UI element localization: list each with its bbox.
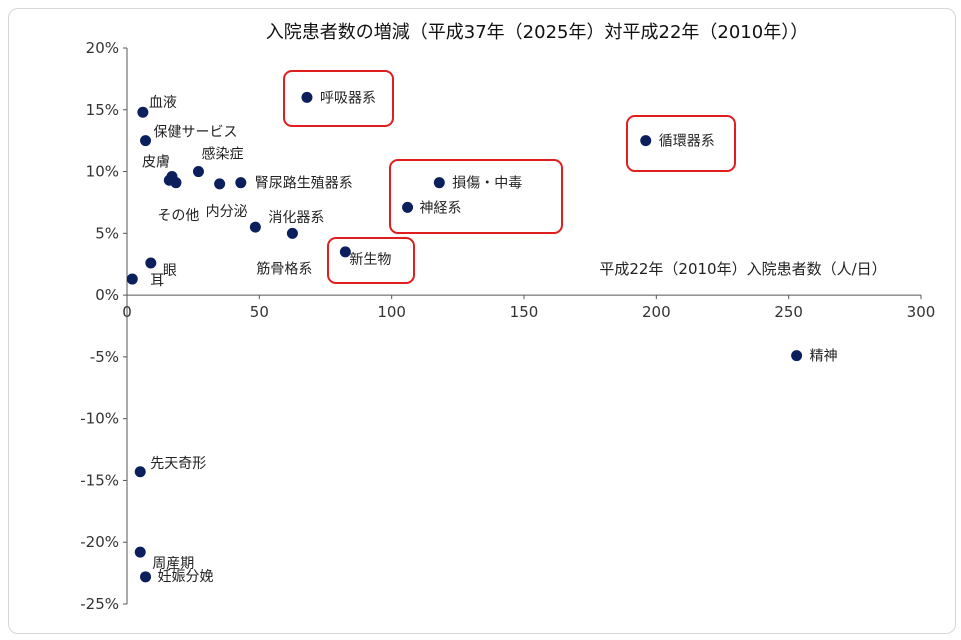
highlight-boxes — [283, 70, 736, 284]
point-label: 妊娠分娩 — [158, 569, 214, 585]
y-tick-label: 15% — [86, 101, 119, 119]
point-label: 保健サービス — [154, 125, 238, 141]
point-label: 消化器系 — [268, 210, 324, 226]
y-tick-label: 20% — [86, 39, 119, 57]
data-point — [433, 177, 445, 189]
data-point — [402, 201, 414, 213]
y-tick-label: 10% — [86, 163, 119, 181]
point-label: その他 — [157, 208, 199, 224]
point-label: 精神 — [810, 349, 838, 365]
highlight-box — [327, 237, 415, 284]
data-point — [301, 91, 313, 103]
highlight-box — [283, 70, 394, 127]
point-label: 筋骨格系 — [256, 260, 312, 277]
y-tick-label: 0% — [95, 286, 119, 304]
data-point — [214, 178, 226, 190]
point-label: 新生物 — [349, 252, 391, 268]
point-label: 感染症 — [201, 146, 243, 163]
point-label: 血液 — [149, 95, 177, 111]
y-tick-label: -20% — [80, 533, 119, 551]
data-point — [339, 246, 351, 258]
point-label: 皮膚 — [142, 154, 170, 170]
data-point — [140, 135, 152, 147]
y-tick-label: -15% — [80, 471, 119, 489]
axes: 20% 15% 10% 5% 0% -5% -10% -15% -20% -25% 0 50 100 15… — [80, 39, 935, 613]
x-tick-label: 300 — [907, 303, 936, 321]
x-tick-label: 250 — [774, 303, 803, 321]
x-axis-label: 平成22年（2010年）入院患者数（人/日） — [599, 260, 886, 278]
highlight-box — [626, 115, 736, 172]
y-tick-label: -5% — [90, 348, 119, 366]
data-point — [286, 227, 298, 239]
point-label: 先天奇形 — [150, 455, 206, 472]
x-tick-label: 100 — [377, 303, 406, 321]
data-point — [140, 571, 152, 583]
data-point — [192, 166, 204, 178]
x-tick-label: 50 — [250, 303, 269, 321]
x-tick-label: 150 — [510, 303, 539, 321]
point-label: 周産期 — [152, 556, 194, 572]
y-tick-label: 5% — [95, 224, 119, 242]
data-point — [791, 350, 803, 362]
x-tick-label: 200 — [642, 303, 671, 321]
data-point — [640, 135, 652, 147]
data-point — [235, 177, 247, 189]
point-label: 内分泌 — [206, 204, 248, 220]
y-tick-label: -10% — [80, 410, 119, 428]
data-point — [126, 273, 138, 285]
point-label: 神経系 — [420, 200, 462, 216]
point-label: 呼吸器系 — [320, 90, 376, 106]
chart-panel — [8, 8, 956, 634]
point-label: 損傷・中毒 — [452, 176, 522, 192]
y-tick-label: -25% — [80, 595, 119, 613]
point-label: 循環器系 — [659, 134, 715, 150]
point-label: 眼 — [163, 263, 177, 279]
data-point — [134, 466, 146, 478]
point-label: 腎尿路生殖器系 — [255, 175, 353, 192]
data-point — [249, 221, 261, 233]
data-point — [145, 257, 157, 269]
highlight-box — [389, 159, 563, 234]
data-point — [163, 174, 175, 186]
data-point — [134, 546, 146, 558]
data-point — [137, 106, 149, 118]
chart-title: 入院患者数の増減（平成37年（2025年）対平成22年（2010年）） — [266, 22, 808, 43]
point-label: 耳 — [150, 273, 164, 289]
x-tick-label: 0 — [122, 303, 132, 321]
